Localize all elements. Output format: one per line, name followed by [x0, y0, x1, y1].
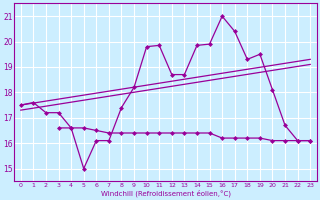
X-axis label: Windchill (Refroidissement éolien,°C): Windchill (Refroidissement éolien,°C) [100, 189, 230, 197]
